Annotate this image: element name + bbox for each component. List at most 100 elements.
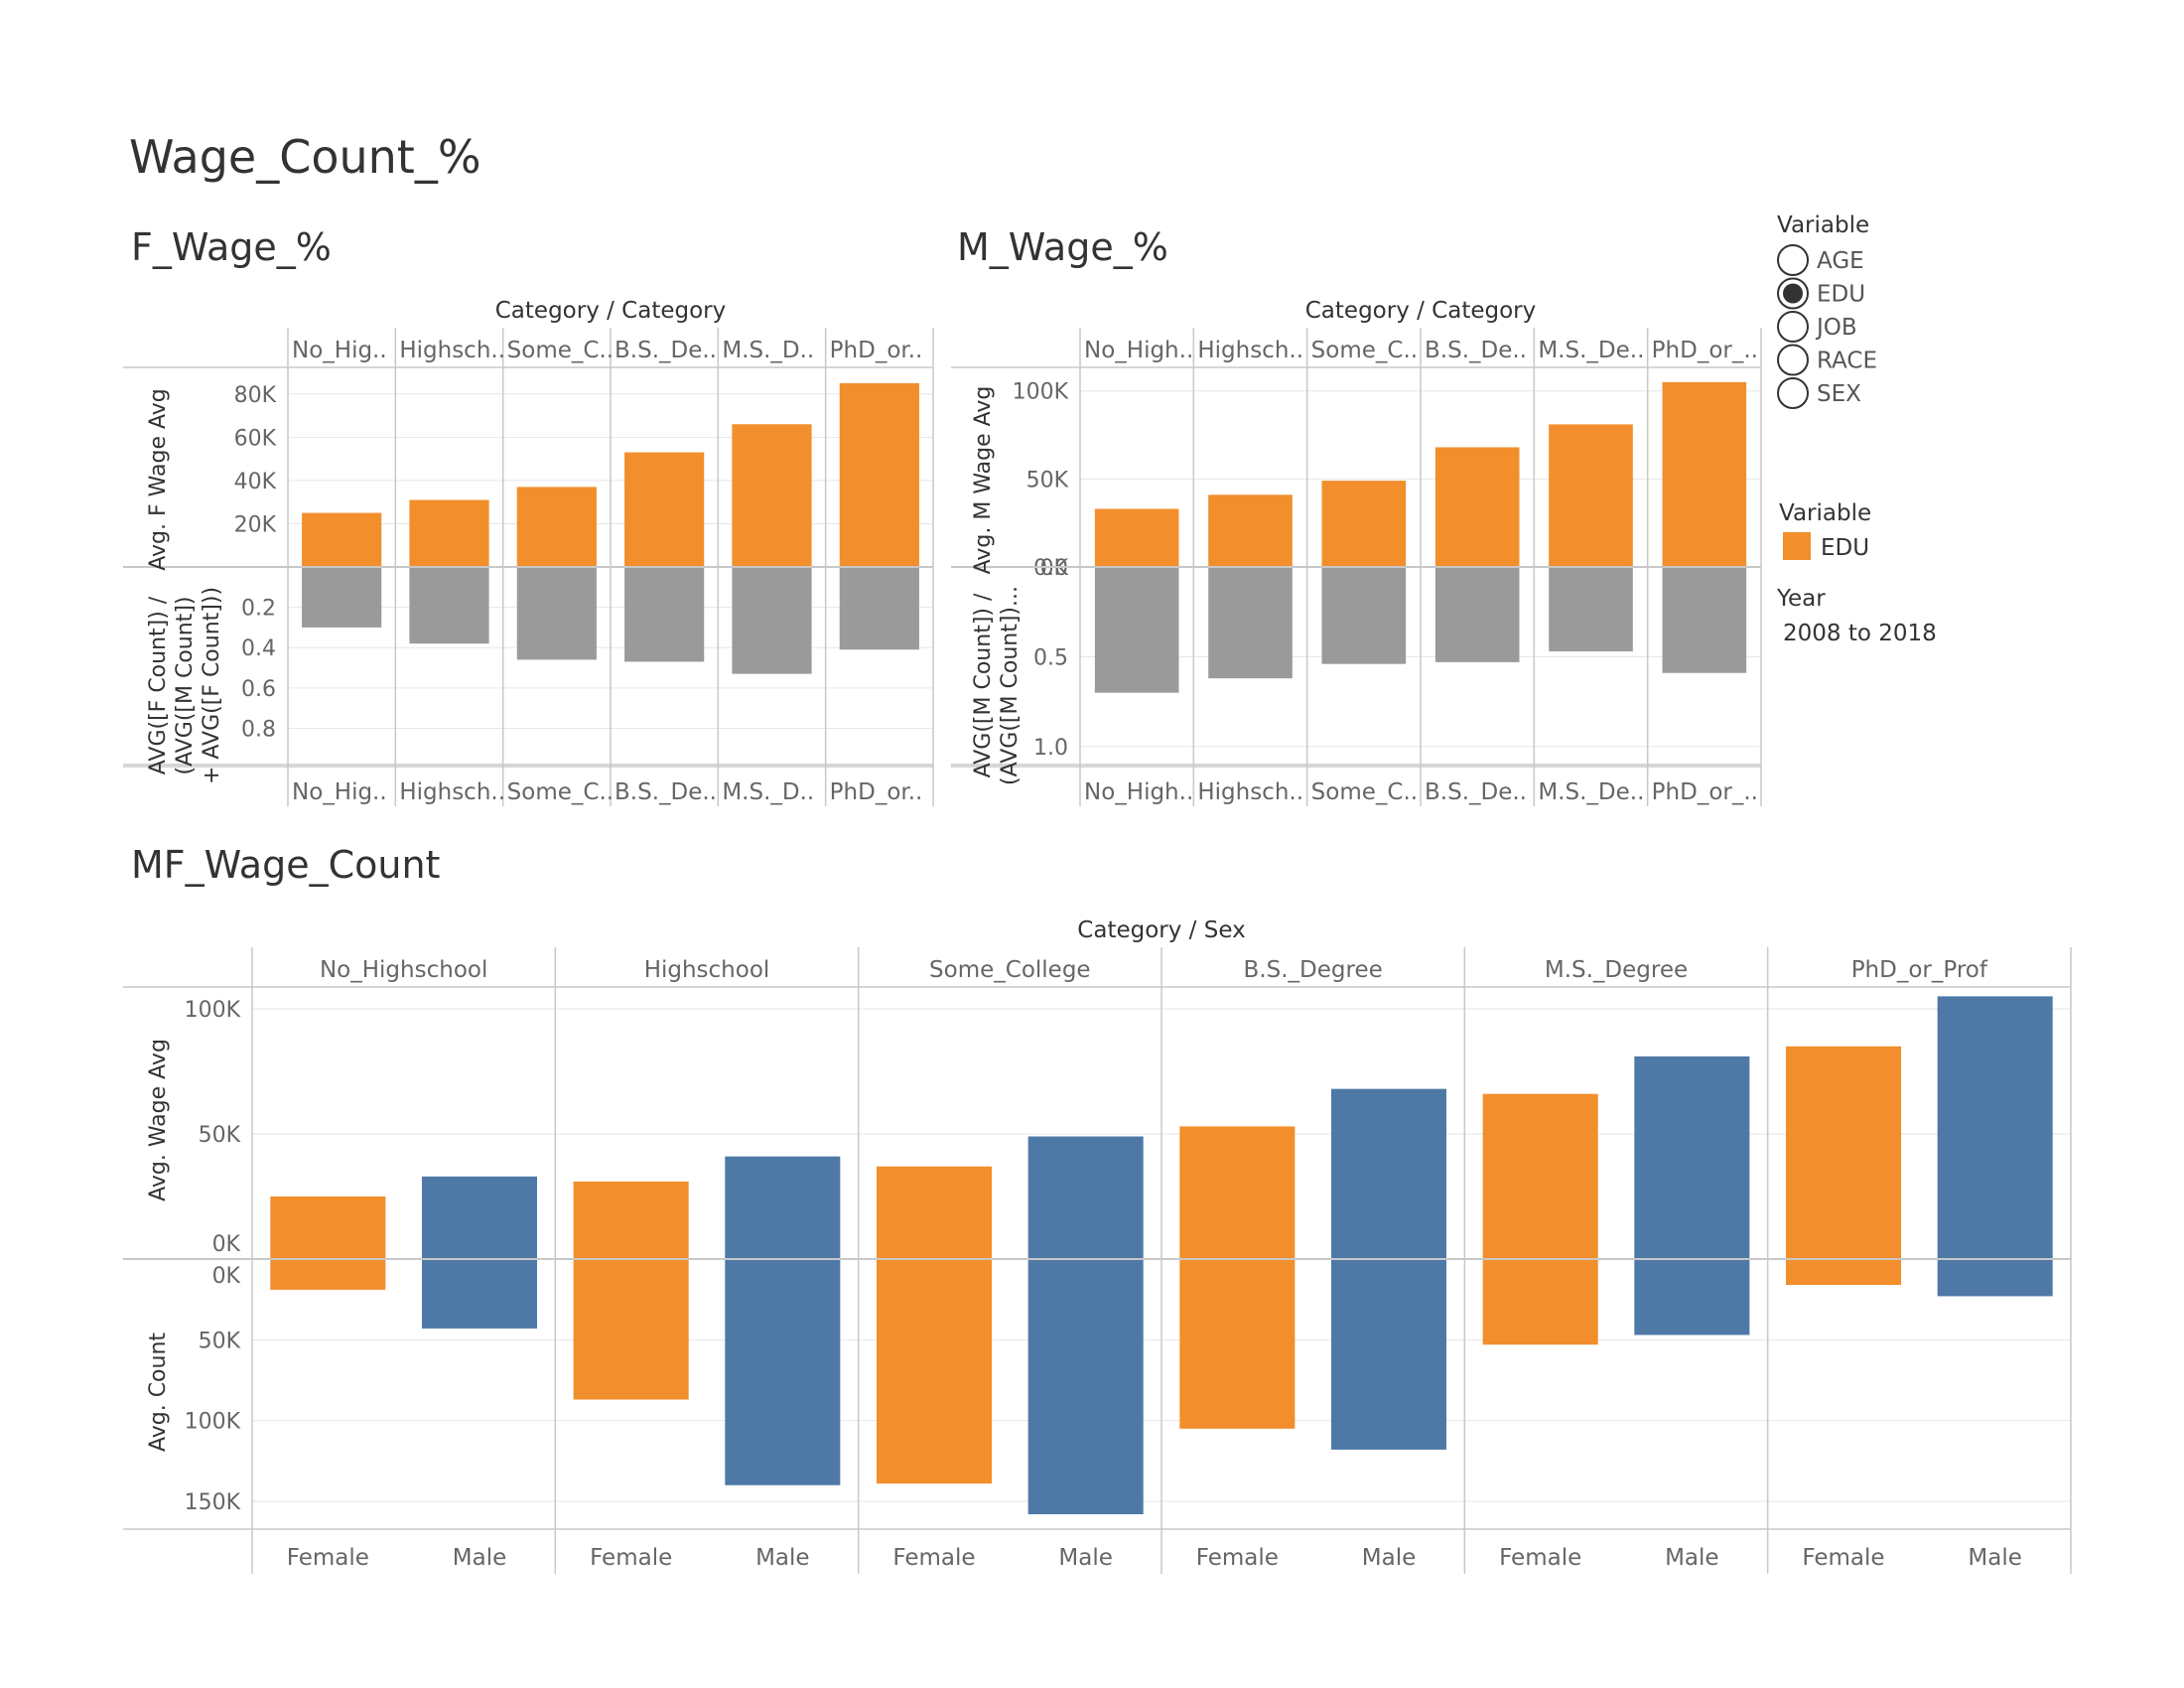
year-legend-title: Year: [1776, 586, 1826, 612]
category-header-label: Highsch..: [1197, 338, 1303, 363]
male-wage-bar[interactable]: [1330, 1088, 1447, 1259]
category-header-label: Some_C..: [1311, 338, 1418, 363]
y-tick-label: 100K: [185, 998, 241, 1023]
female-wage-bar[interactable]: [1179, 1126, 1296, 1259]
wage-bar[interactable]: [1434, 447, 1520, 567]
color-legend-item: EDU: [1821, 535, 1869, 561]
top-y-axis-title: Avg. M Wage Avg: [971, 386, 996, 575]
male-wage-bar[interactable]: [1937, 996, 2053, 1259]
count-ratio-bar[interactable]: [839, 567, 919, 650]
count-ratio-bar[interactable]: [1321, 567, 1407, 664]
female-wage-bar[interactable]: [270, 1196, 386, 1259]
male-count-bar[interactable]: [421, 1259, 538, 1329]
top-y-axis-title: Avg. F Wage Avg: [146, 388, 171, 570]
count-ratio-bar[interactable]: [1208, 567, 1293, 679]
female-count-bar[interactable]: [1179, 1259, 1296, 1429]
sex-label: Female: [1802, 1545, 1884, 1571]
category-footer-label: No_High..: [1084, 779, 1193, 805]
y-tick-label: 0K: [212, 1232, 241, 1257]
y-tick-label: 0K: [212, 1264, 241, 1289]
count-ratio-bar[interactable]: [624, 567, 705, 662]
y-tick-label: 0K: [1040, 556, 1069, 581]
category-footer-label: No_Hig..: [292, 779, 387, 805]
wage-bar[interactable]: [624, 452, 705, 567]
sex-label: Male: [1665, 1545, 1718, 1571]
chart-header: Category / Category: [495, 298, 727, 324]
male-count-bar[interactable]: [1027, 1259, 1144, 1515]
wage-bar[interactable]: [409, 499, 489, 567]
male-count-bar[interactable]: [725, 1259, 841, 1485]
variable-filter-title: Variable: [1777, 212, 1869, 238]
variable-filter: Variable AGE EDU JOB RACE SEX: [1777, 212, 1877, 409]
radio-button[interactable]: [1777, 311, 1809, 343]
count-ratio-bar[interactable]: [409, 567, 489, 644]
radio-label: AGE: [1817, 248, 1864, 274]
male-count-bar[interactable]: [1937, 1259, 2053, 1297]
y-tick-label: 0.8: [241, 717, 276, 742]
dashboard-title: Wage_Count_%: [129, 130, 481, 184]
wage-bar[interactable]: [1662, 381, 1747, 567]
y-tick-label: 0.2: [241, 597, 276, 622]
wage-bar[interactable]: [1321, 481, 1407, 567]
mf-wage-count-chart: MF_Wage_Count Category / Sex 0K 50K 100K 0K 5…: [123, 843, 2072, 1574]
radio-label: JOB: [1815, 315, 1857, 341]
count-ratio-bar[interactable]: [1094, 567, 1179, 693]
sex-label: Female: [1499, 1545, 1581, 1571]
wage-bar[interactable]: [839, 382, 919, 567]
wage-bar[interactable]: [302, 512, 382, 567]
male-wage-bar[interactable]: [725, 1156, 841, 1259]
female-wage-bar[interactable]: [876, 1166, 993, 1259]
wage-bar[interactable]: [1208, 494, 1293, 567]
male-wage-bar[interactable]: [421, 1176, 538, 1259]
y-tick-label: 50K: [199, 1329, 241, 1353]
variable-option-race[interactable]: RACE: [1777, 344, 1877, 376]
y-tick-label: 60K: [234, 426, 277, 451]
wage-bar[interactable]: [516, 487, 597, 567]
female-wage-bar[interactable]: [1785, 1046, 1902, 1259]
category-header-label: Highsch..: [399, 338, 505, 363]
sex-label: Female: [590, 1545, 672, 1571]
radio-button[interactable]: [1777, 377, 1809, 409]
y-tick-label: 50K: [1026, 468, 1069, 492]
category-footer-label: M.S._De..: [1538, 779, 1644, 805]
count-ratio-bar[interactable]: [1662, 567, 1747, 673]
radio-button[interactable]: [1777, 344, 1809, 376]
count-ratio-bar[interactable]: [732, 567, 812, 674]
radio-button[interactable]: [1777, 244, 1809, 276]
radio-label: SEX: [1817, 381, 1861, 407]
count-ratio-bar[interactable]: [302, 567, 382, 628]
female-count-bar[interactable]: [1785, 1259, 1902, 1286]
male-count-bar[interactable]: [1634, 1259, 1750, 1336]
category-header-label: B.S._Degree: [1244, 957, 1383, 983]
female-count-bar[interactable]: [270, 1259, 386, 1290]
bottom-y-axis-title: Avg. Count: [146, 1333, 171, 1452]
variable-option-sex[interactable]: SEX: [1777, 377, 1861, 409]
female-count-bar[interactable]: [876, 1259, 993, 1484]
wage-bar[interactable]: [732, 424, 812, 567]
bottom-y-axis-title: AVG([M Count]) /: [971, 593, 996, 777]
variable-option-job[interactable]: JOB: [1777, 311, 1857, 343]
m-wage-title: M_Wage_%: [957, 225, 1168, 269]
year-legend: Year 2008 to 2018: [1776, 586, 1937, 646]
sex-label: Female: [1196, 1545, 1279, 1571]
color-legend-title: Variable: [1779, 500, 1871, 526]
female-wage-bar[interactable]: [573, 1181, 689, 1259]
male-wage-bar[interactable]: [1027, 1136, 1144, 1259]
male-wage-bar[interactable]: [1634, 1055, 1750, 1259]
wage-bar[interactable]: [1094, 508, 1179, 568]
y-tick-label: 100K: [185, 1410, 241, 1435]
f-wage-chart: F_Wage_% Category / Category 20K 40K 60K 80K…: [123, 225, 934, 806]
female-count-bar[interactable]: [1482, 1259, 1598, 1345]
female-wage-bar[interactable]: [1482, 1093, 1598, 1259]
count-ratio-bar[interactable]: [1549, 567, 1633, 652]
male-count-bar[interactable]: [1330, 1259, 1447, 1450]
sex-label: Male: [453, 1545, 506, 1571]
count-ratio-bar[interactable]: [516, 567, 597, 660]
wage-bar[interactable]: [1549, 424, 1633, 567]
variable-option-age[interactable]: AGE: [1777, 244, 1864, 276]
female-count-bar[interactable]: [573, 1259, 689, 1400]
count-ratio-bar[interactable]: [1434, 567, 1520, 662]
sex-label: Male: [755, 1545, 809, 1571]
variable-option-edu[interactable]: EDU: [1777, 277, 1865, 310]
sex-label: Female: [892, 1545, 975, 1571]
